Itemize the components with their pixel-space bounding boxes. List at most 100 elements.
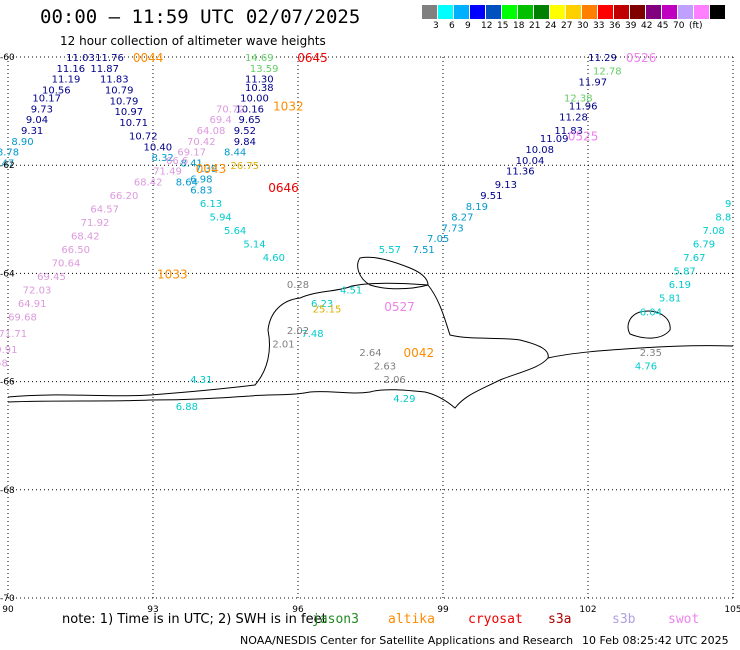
legend-swatches [422,5,726,19]
legend-label: 30 [577,21,589,31]
axis-ticks: 90 93 96 99 102 105 -60 -62 -64 -66 -68 -70 [0,53,740,615]
wave-height-value: 11.09 [540,134,569,145]
legend-label: 24 [545,21,557,31]
wave-height-value: 5.81 [659,294,681,305]
pass-time-label: 1032 [273,100,304,114]
wave-height-value: 4.51 [340,286,362,297]
satellite-jason3: jason3 [312,612,359,627]
wave-height-value: 10.04 [516,156,545,167]
wave-height-value: 8.8 [715,213,731,224]
legend-swatch [678,5,694,19]
lat-tick-label: -70 [0,594,15,604]
lon-tick-label: 105 [724,605,740,615]
wave-height-value: 7.48 [301,329,323,340]
legend-label: 70 [673,21,685,31]
legend-swatch [550,5,566,19]
legend-swatch [630,5,646,19]
credit-line: NOAA/NESDIS Center for Satellite Applica… [240,634,574,647]
wave-height-value: 9.51 [480,191,502,202]
pass-time-labels: 0044 1032 1033 0043 0042 0645 0646 0526 0525 0527 [133,51,657,360]
pass-time-label: 0043 [196,162,227,176]
legend-label: 36 [609,21,621,31]
wave-height-value: 8.78 [0,148,19,159]
wave-height-value: 9.31 [21,126,43,137]
wave-height-value: 66.20 [110,191,139,202]
legend-label: 42 [641,21,653,31]
legend-swatch [534,5,550,19]
wave-height-value: 10.56 [42,85,71,96]
generated-timestamp: 10 Feb 08:25:42 UTC 2025 [582,634,729,647]
wave-height-value: 6.23 [311,299,333,310]
wave-height-value: 10.00 [240,94,269,105]
pass-time-label: 0645 [297,51,328,65]
wave-height-value: 69.45 [37,272,66,283]
wave-height-value: 70.58 [0,359,8,370]
wave-height-value: 5.64 [224,226,246,237]
wave-height-value: 7.39 [195,164,217,175]
legend-swatch [454,5,470,19]
wave-height-value: 11.87 [90,64,119,75]
coastline-island [357,256,429,290]
legend-swatch [438,5,454,19]
pass-time-label: 0044 [133,51,164,65]
lat-tick-label: -62 [0,161,15,171]
wave-height-value: 9.65 [239,115,261,126]
wave-height-value: 9.13 [495,180,517,191]
legend-swatch [502,5,518,19]
wave-height-value: 9.84 [234,137,256,148]
wave-height-value: 10.40 [144,142,173,153]
satellite-altika: altika [388,612,435,627]
wave-height-value: 2.63 [374,361,396,372]
wave-height-value: 68.42 [134,177,163,188]
wave-height-value: 7.08 [703,226,725,237]
wave-height-value: 4.29 [393,394,415,405]
map-grid [7,56,734,599]
legend-label: 9 [465,21,471,31]
wave-height-value: 64.91 [18,299,47,310]
legend-label: 12 [481,21,493,31]
wave-height-value: 11.83 [100,75,129,86]
wave-height-value: 10.17 [32,94,61,105]
wave-height-value: 8.27 [451,213,473,224]
antarctic-coastline [7,256,734,409]
legend-label: 3 [433,21,439,31]
wave-height-value: 2.01 [272,340,294,351]
legend-swatch [422,5,438,19]
wave-height-value: 11.30 [245,75,274,86]
lat-tick-label: -68 [0,486,15,496]
wave-height-value: 0.28 [287,280,309,291]
wave-height-value: 7.05 [427,234,449,245]
legend-label: 21 [529,21,541,31]
legend-swatch [646,5,662,19]
wave-height-value: 70.64 [52,259,81,270]
pass-time-label: 0646 [268,181,299,195]
wave-height-value: 70.72 [216,104,245,115]
wave-height-value: 11.19 [52,75,81,86]
wave-height-value: 11.16 [57,64,86,75]
legend-swatch [470,5,486,19]
coastline-east [547,345,734,359]
legend-label: (ft) [689,21,703,31]
wave-height-value: 11.29 [588,53,617,64]
legend-label: 6 [449,21,455,31]
wave-height-value: 10.72 [129,131,158,142]
legend-swatch [614,5,630,19]
wave-height-value: 10.79 [105,85,134,96]
lon-tick-label: 99 [437,605,449,615]
wave-height-value: 8.90 [11,137,33,148]
legend-label: 33 [593,21,605,31]
wave-height-value: 10.79 [110,96,139,107]
wave-height-value: 6.04 [640,307,662,318]
wave-height-value: 11.36 [506,167,535,178]
wave-height-value: 10.97 [115,107,144,118]
wave-height-value: 5.57 [379,245,401,256]
coastline-main [7,282,549,409]
wave-height-value: 2.02 [287,326,309,337]
wave-height-value: 66.50 [61,245,90,256]
wave-height-value: 11.28 [559,113,588,124]
wave-height-value: 69.17 [177,148,206,159]
wave-height-value: 8.19 [466,202,488,213]
wave-height-value: 6.88 [176,402,198,413]
wave-height-value: 6.98 [190,175,212,186]
